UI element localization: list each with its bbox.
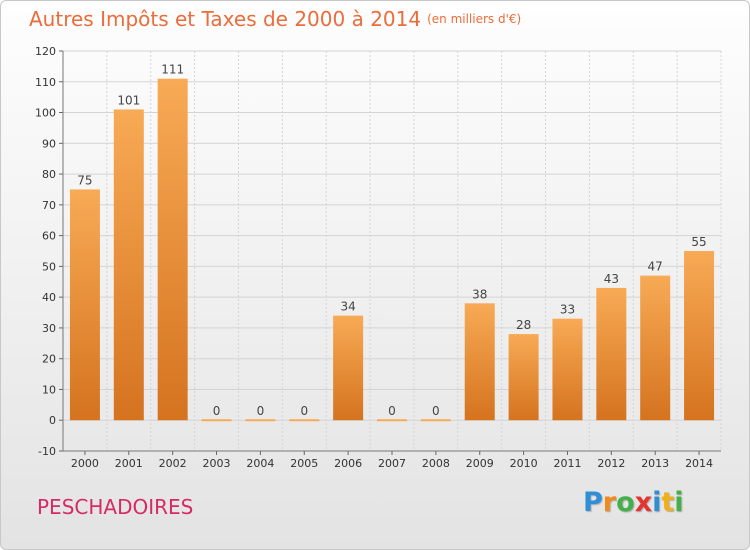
x-tick-label: 2001: [115, 457, 143, 470]
y-tick-label: 30: [42, 322, 56, 335]
x-tick-label: 2006: [334, 457, 362, 470]
logo-letter: i: [674, 487, 684, 518]
data-label: 33: [560, 303, 575, 317]
bar: [464, 303, 495, 421]
data-label: 47: [648, 260, 663, 274]
y-tick-label: 0: [49, 414, 56, 427]
data-label: 38: [472, 287, 487, 301]
x-tick-label: 2003: [203, 457, 231, 470]
y-tick-label: -10: [38, 445, 56, 458]
x-tick-label: 2013: [641, 457, 669, 470]
y-tick-label: 100: [35, 107, 56, 120]
data-label: 0: [257, 404, 265, 418]
x-tick-label: 2011: [553, 457, 581, 470]
y-tick-label: 40: [42, 291, 56, 304]
data-label: 34: [340, 300, 355, 314]
x-tick-label: 2009: [466, 457, 494, 470]
data-label: 75: [77, 173, 92, 187]
bar: [684, 251, 715, 421]
y-tick-label: 120: [35, 45, 56, 58]
bar: [113, 109, 144, 421]
logo-letter: P: [583, 487, 603, 518]
data-label: 28: [516, 318, 531, 332]
bar: [552, 318, 583, 421]
x-tick-label: 2014: [685, 457, 713, 470]
bar: [157, 78, 188, 421]
x-tick-label: 2008: [422, 457, 450, 470]
bar: [508, 334, 539, 421]
x-tick-label: 2005: [290, 457, 318, 470]
x-tick-label: 2012: [597, 457, 625, 470]
y-tick-label: 110: [35, 76, 56, 89]
data-label: 0: [432, 404, 440, 418]
logo-letter: o: [616, 487, 635, 518]
y-tick-label: 90: [42, 137, 56, 150]
y-tick-label: 20: [42, 353, 56, 366]
data-label: 43: [604, 272, 619, 286]
chart-unit: (en milliers d'€): [427, 12, 522, 26]
x-tick-label: 2007: [378, 457, 406, 470]
logo-letter: i: [652, 487, 662, 518]
data-label: 55: [691, 235, 706, 249]
x-tick-label: 2010: [510, 457, 538, 470]
y-tick-label: 70: [42, 199, 56, 212]
bar: [420, 419, 451, 422]
y-tick-label: 10: [42, 383, 56, 396]
x-tick-label: 2000: [71, 457, 99, 470]
data-label: 111: [161, 63, 184, 77]
proxiti-logo: Proxiti: [583, 487, 684, 518]
bar: [377, 419, 407, 422]
x-tick-label: 2004: [246, 457, 274, 470]
y-tick-label: 60: [42, 230, 56, 243]
bar: [640, 275, 671, 421]
bar: [333, 315, 364, 421]
bar: [289, 419, 320, 422]
bar: [245, 419, 276, 422]
logo-letter: t: [661, 487, 675, 518]
y-tick-label: 80: [42, 168, 56, 181]
bar: [69, 189, 100, 421]
data-label: 0: [388, 404, 396, 418]
data-label: 0: [213, 404, 221, 418]
data-label: 101: [117, 93, 140, 107]
commune-name: PESCHADOIRES: [37, 495, 194, 519]
logo-letter: r: [602, 487, 617, 518]
logo-letter: x: [634, 487, 653, 518]
bar: [201, 419, 232, 422]
bar: [596, 287, 627, 421]
data-label: 0: [300, 404, 308, 418]
x-tick-label: 2002: [159, 457, 187, 470]
chart-title-text: Autres Impôts et Taxes de 2000 à 2014: [29, 7, 422, 31]
y-tick-label: 50: [42, 260, 56, 273]
chart-title: Autres Impôts et Taxes de 2000 à 2014 (en…: [29, 7, 521, 31]
